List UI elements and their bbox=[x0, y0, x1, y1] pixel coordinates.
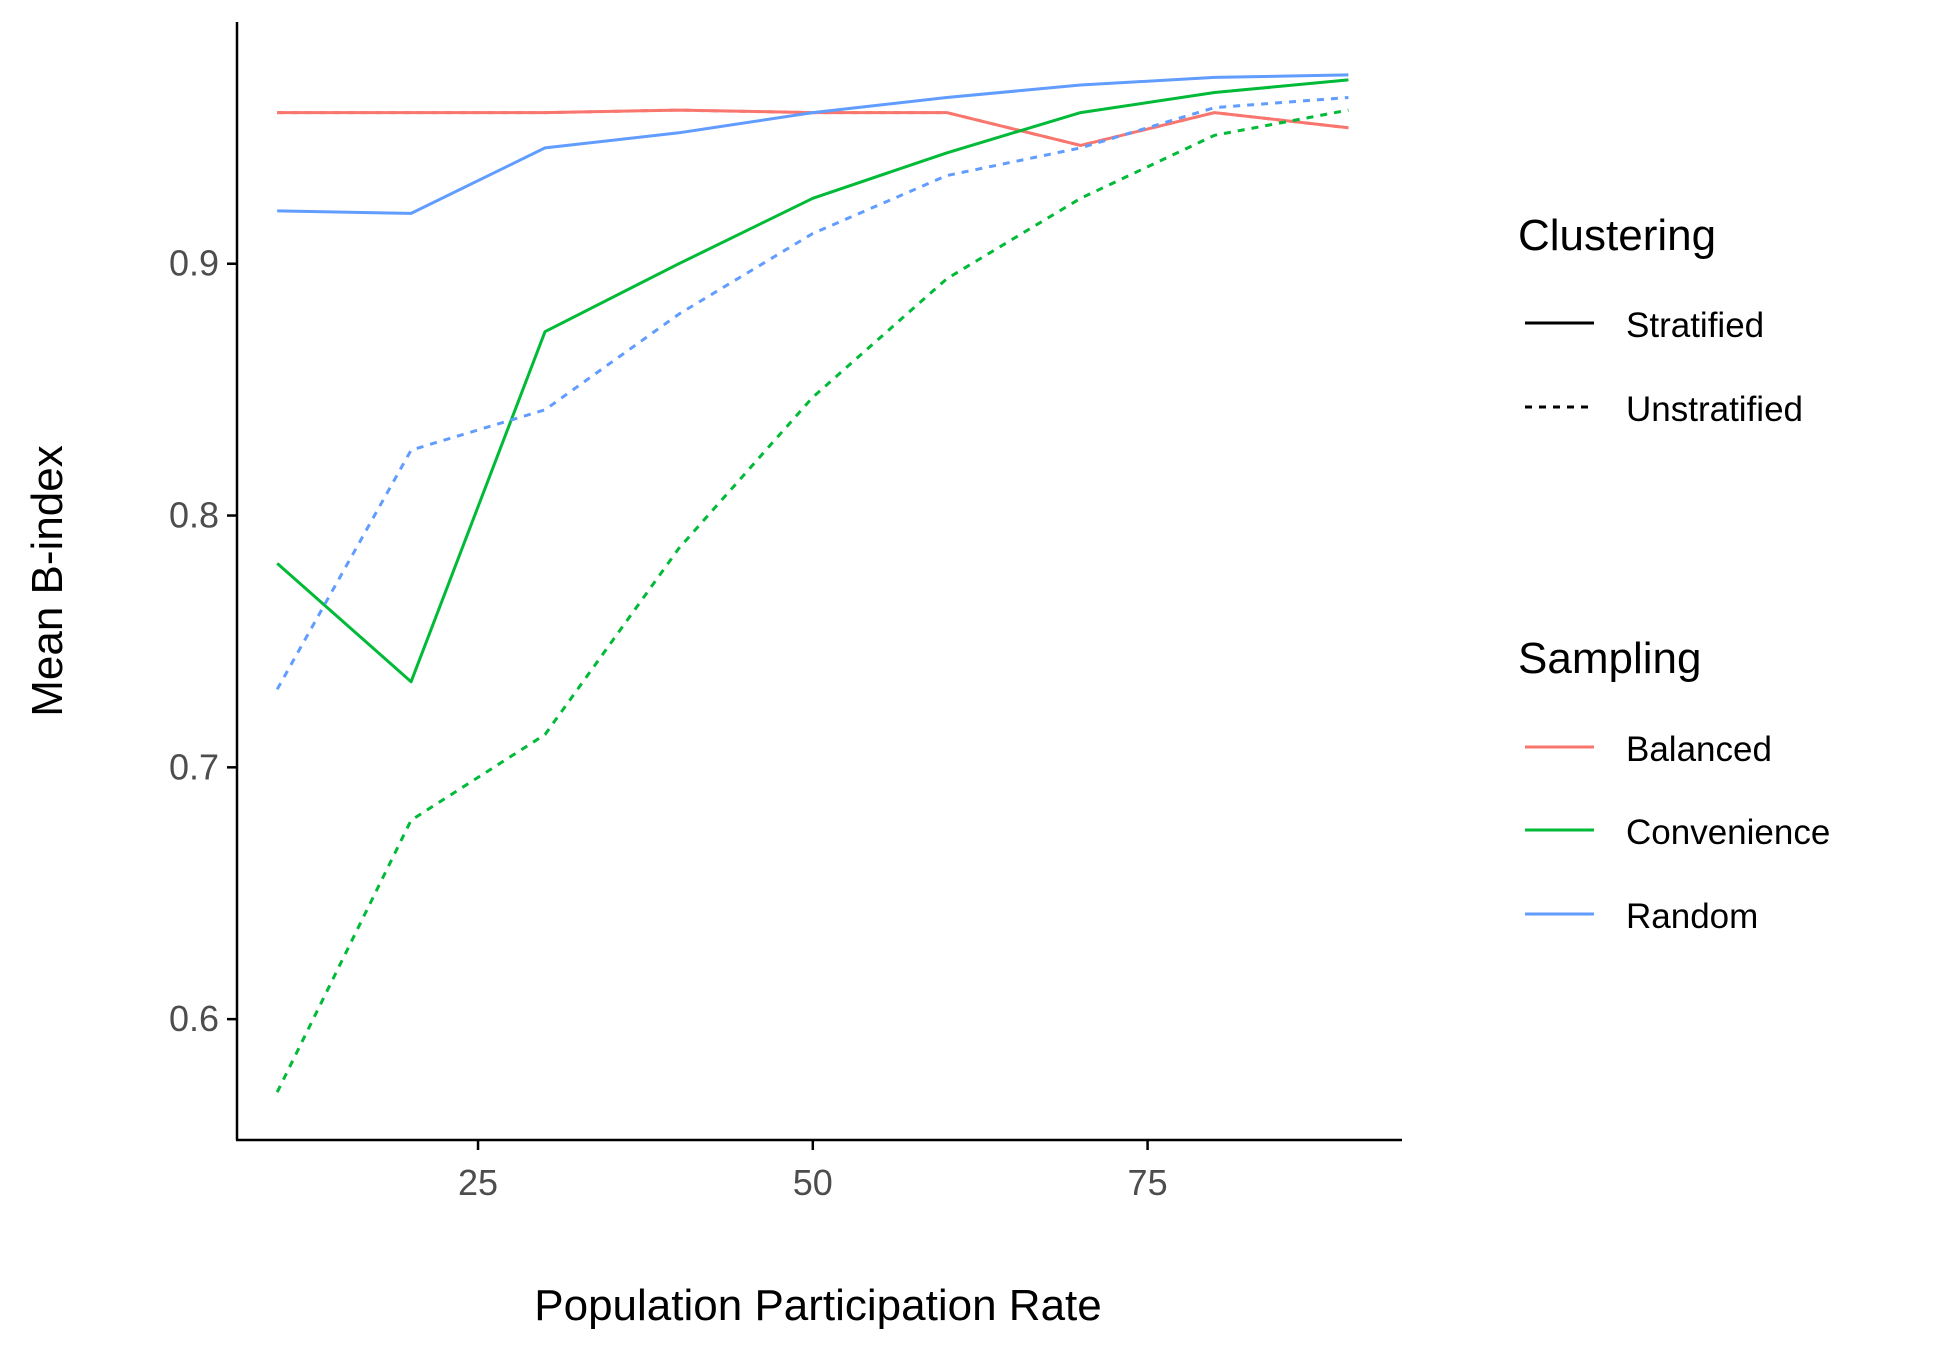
x-axis-title: Population Participation Rate bbox=[534, 1281, 1101, 1330]
x-axis-ticks: 25 50 75 bbox=[458, 1140, 1168, 1203]
x-tick-label: 50 bbox=[793, 1162, 833, 1203]
legend-sampling-title: Sampling bbox=[1518, 634, 1701, 683]
x-tick-label: 75 bbox=[1128, 1162, 1168, 1203]
series-line-convenience-unstratified bbox=[275, 108, 1349, 1093]
series-line-balanced-unstratified bbox=[277, 108, 1349, 147]
y-tick-label: 0.9 bbox=[169, 243, 219, 284]
legend-label-unstratified: Unstratified bbox=[1626, 390, 1803, 429]
legend-label-random: Random bbox=[1626, 897, 1758, 936]
legend-label-balanced: Balanced bbox=[1626, 730, 1772, 769]
y-tick-label: 0.8 bbox=[169, 495, 219, 536]
legend-label-convenience: Convenience bbox=[1626, 813, 1830, 852]
series-line-random-unstratified bbox=[275, 96, 1349, 691]
series-line-convenience-stratified bbox=[276, 78, 1349, 684]
y-tick-label: 0.6 bbox=[169, 998, 219, 1039]
y-axis-title: Mean B-index bbox=[23, 445, 72, 716]
y-axis-ticks: 0.6 0.7 0.8 0.9 bbox=[169, 243, 237, 1039]
legend-label-stratified: Stratified bbox=[1626, 306, 1764, 345]
x-tick-label: 25 bbox=[458, 1162, 498, 1203]
legend-clustering-title: Clustering bbox=[1518, 211, 1716, 260]
legend-clustering: Clustering Stratified Unstratified bbox=[1518, 211, 1803, 429]
series-line-balanced-stratified bbox=[277, 108, 1349, 147]
series-line-random-stratified bbox=[277, 73, 1349, 215]
plot-lines bbox=[275, 73, 1349, 1093]
y-tick-label: 0.7 bbox=[169, 746, 219, 787]
legend-sampling: Sampling Balanced Convenience Random bbox=[1518, 634, 1830, 936]
